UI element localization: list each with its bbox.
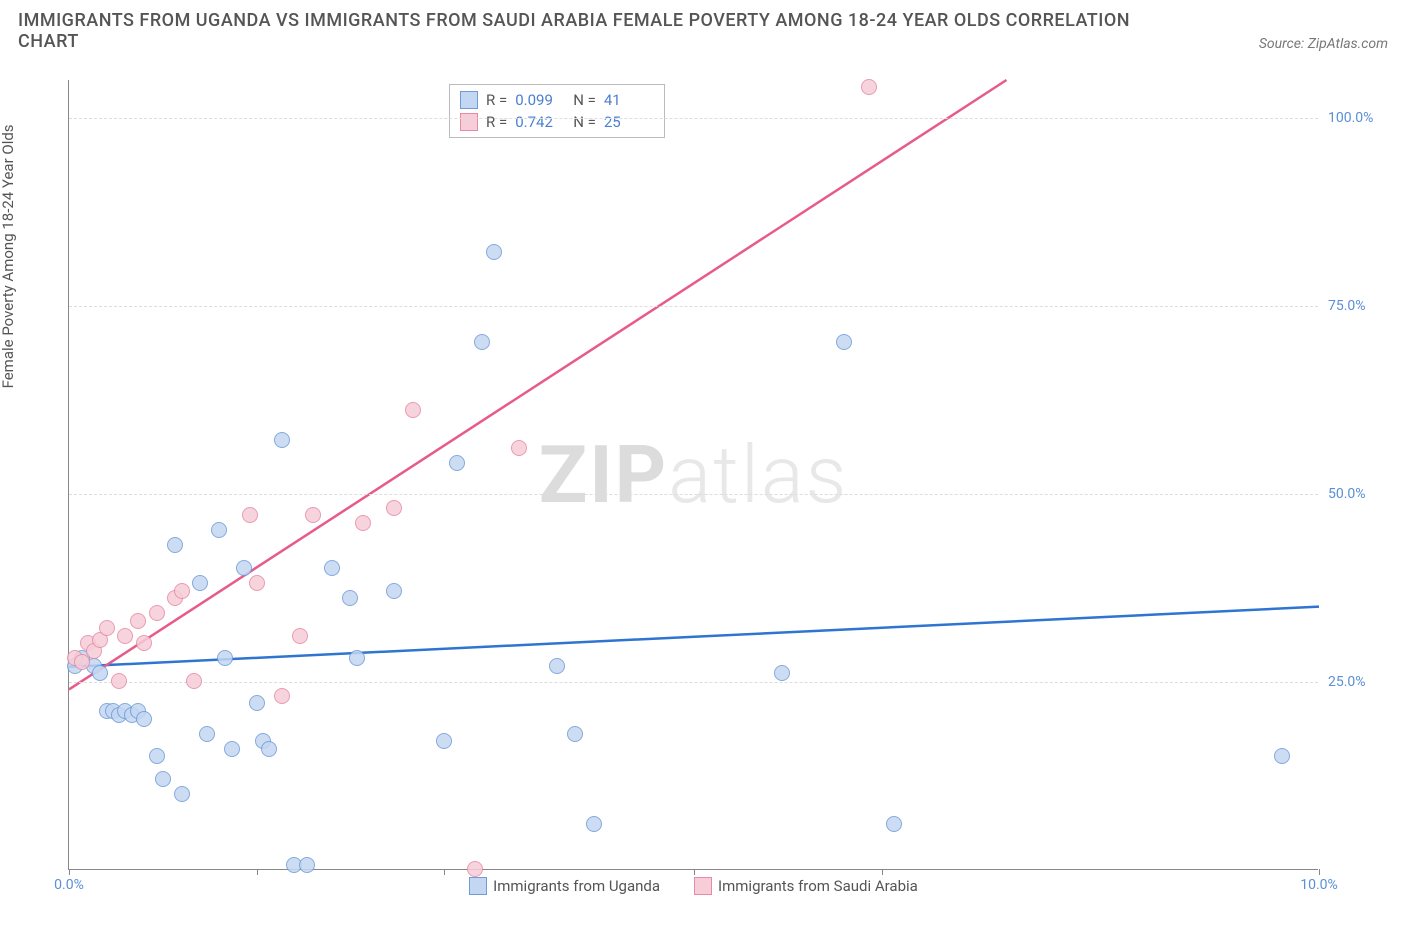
data-point [567, 726, 583, 742]
data-point [474, 334, 490, 350]
data-point [342, 590, 358, 606]
data-point [174, 786, 190, 802]
legend-swatch [694, 877, 712, 895]
data-point [155, 771, 171, 787]
data-point [586, 816, 602, 832]
data-point [1274, 748, 1290, 764]
data-point [130, 613, 146, 629]
legend-item: Immigrants from Uganda [469, 877, 660, 895]
legend-swatch [469, 877, 487, 895]
data-point [92, 665, 108, 681]
legend-stats-box: R = 0.099 N = 41 R = 0.742 N = 25 [449, 84, 665, 138]
stat-n-value: 25 [604, 111, 654, 133]
data-point [405, 402, 421, 418]
stat-n-label: N = [573, 89, 596, 111]
data-point [386, 583, 402, 599]
data-point [242, 507, 258, 523]
x-tick-label: 10.0% [1300, 877, 1338, 893]
data-point [486, 244, 502, 260]
data-point [74, 654, 90, 670]
trend-line [69, 607, 1319, 667]
stat-r-value: 0.099 [515, 89, 565, 111]
trend-lines [69, 80, 1318, 869]
data-point [261, 741, 277, 757]
data-point [299, 857, 315, 873]
data-point [149, 605, 165, 621]
stat-r-value: 0.742 [515, 111, 565, 133]
data-point [174, 583, 190, 599]
data-point [249, 695, 265, 711]
legend-label: Immigrants from Saudi Arabia [718, 877, 918, 895]
data-point [386, 500, 402, 516]
data-point [186, 673, 202, 689]
legend-stats-row: R = 0.742 N = 25 [460, 111, 654, 133]
stat-r-label: R = [486, 89, 507, 111]
data-point [549, 658, 565, 674]
y-tick-label: 75.0% [1328, 298, 1388, 314]
data-point [99, 620, 115, 636]
data-point [192, 575, 208, 591]
bottom-legend: Immigrants from Uganda Immigrants from Sa… [69, 877, 1318, 895]
legend-swatch [460, 113, 478, 131]
legend-item: Immigrants from Saudi Arabia [694, 877, 918, 895]
trend-line [69, 80, 1007, 689]
data-point [349, 650, 365, 666]
gridline [69, 494, 1318, 495]
data-point [324, 560, 340, 576]
y-axis-label: Female Poverty Among 18-24 Year Olds [0, 124, 17, 388]
data-point [436, 733, 452, 749]
gridline [69, 682, 1318, 683]
data-point [836, 334, 852, 350]
data-point [217, 650, 233, 666]
data-point [511, 440, 527, 456]
y-tick-label: 100.0% [1328, 110, 1388, 126]
data-point [774, 665, 790, 681]
header: IMMIGRANTS FROM UGANDA VS IMMIGRANTS FRO… [0, 0, 1406, 54]
data-point [449, 455, 465, 471]
gridline [69, 118, 1318, 119]
y-tick-label: 25.0% [1328, 674, 1388, 690]
data-point [305, 507, 321, 523]
data-point [886, 816, 902, 832]
data-point [199, 726, 215, 742]
legend-stats-row: R = 0.099 N = 41 [460, 89, 654, 111]
legend-label: Immigrants from Uganda [493, 877, 660, 895]
y-tick-label: 50.0% [1328, 486, 1388, 502]
x-tick [257, 869, 258, 875]
stat-n-label: N = [573, 111, 596, 133]
data-point [117, 628, 133, 644]
x-tick [69, 869, 70, 875]
plot-area: ZIPatlas R =0.099N =41R =0.742N =25 Immi… [68, 80, 1318, 870]
data-point [355, 515, 371, 531]
data-point [249, 575, 265, 591]
data-point [211, 522, 227, 538]
data-point [136, 711, 152, 727]
x-tick [1319, 869, 1320, 875]
legend-swatch [460, 91, 478, 109]
data-point [292, 628, 308, 644]
x-tick [444, 869, 445, 875]
data-point [274, 688, 290, 704]
gridline [69, 306, 1318, 307]
chart-container: Female Poverty Among 18-24 Year Olds ZIP… [18, 70, 1388, 900]
data-point [274, 432, 290, 448]
stat-n-value: 41 [604, 89, 654, 111]
data-point [467, 861, 483, 877]
x-tick [882, 869, 883, 875]
x-tick [694, 869, 695, 875]
chart-title: IMMIGRANTS FROM UGANDA VS IMMIGRANTS FRO… [18, 10, 1168, 52]
source-label: Source: ZipAtlas.com [1259, 36, 1388, 52]
data-point [136, 635, 152, 651]
data-point [224, 741, 240, 757]
x-tick-label: 0.0% [54, 877, 84, 893]
data-point [167, 537, 183, 553]
data-point [236, 560, 252, 576]
stat-r-label: R = [486, 111, 507, 133]
data-point [111, 673, 127, 689]
data-point [861, 79, 877, 95]
data-point [149, 748, 165, 764]
